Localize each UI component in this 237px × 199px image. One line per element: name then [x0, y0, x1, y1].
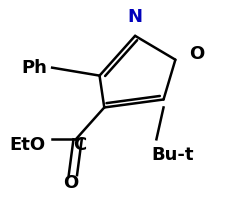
- Text: Ph: Ph: [22, 59, 47, 77]
- Text: EtO: EtO: [9, 136, 46, 154]
- Text: Bu-t: Bu-t: [152, 146, 194, 164]
- Text: O: O: [64, 174, 79, 192]
- Text: C: C: [73, 136, 87, 154]
- Text: O: O: [190, 45, 205, 63]
- Text: N: N: [128, 8, 143, 26]
